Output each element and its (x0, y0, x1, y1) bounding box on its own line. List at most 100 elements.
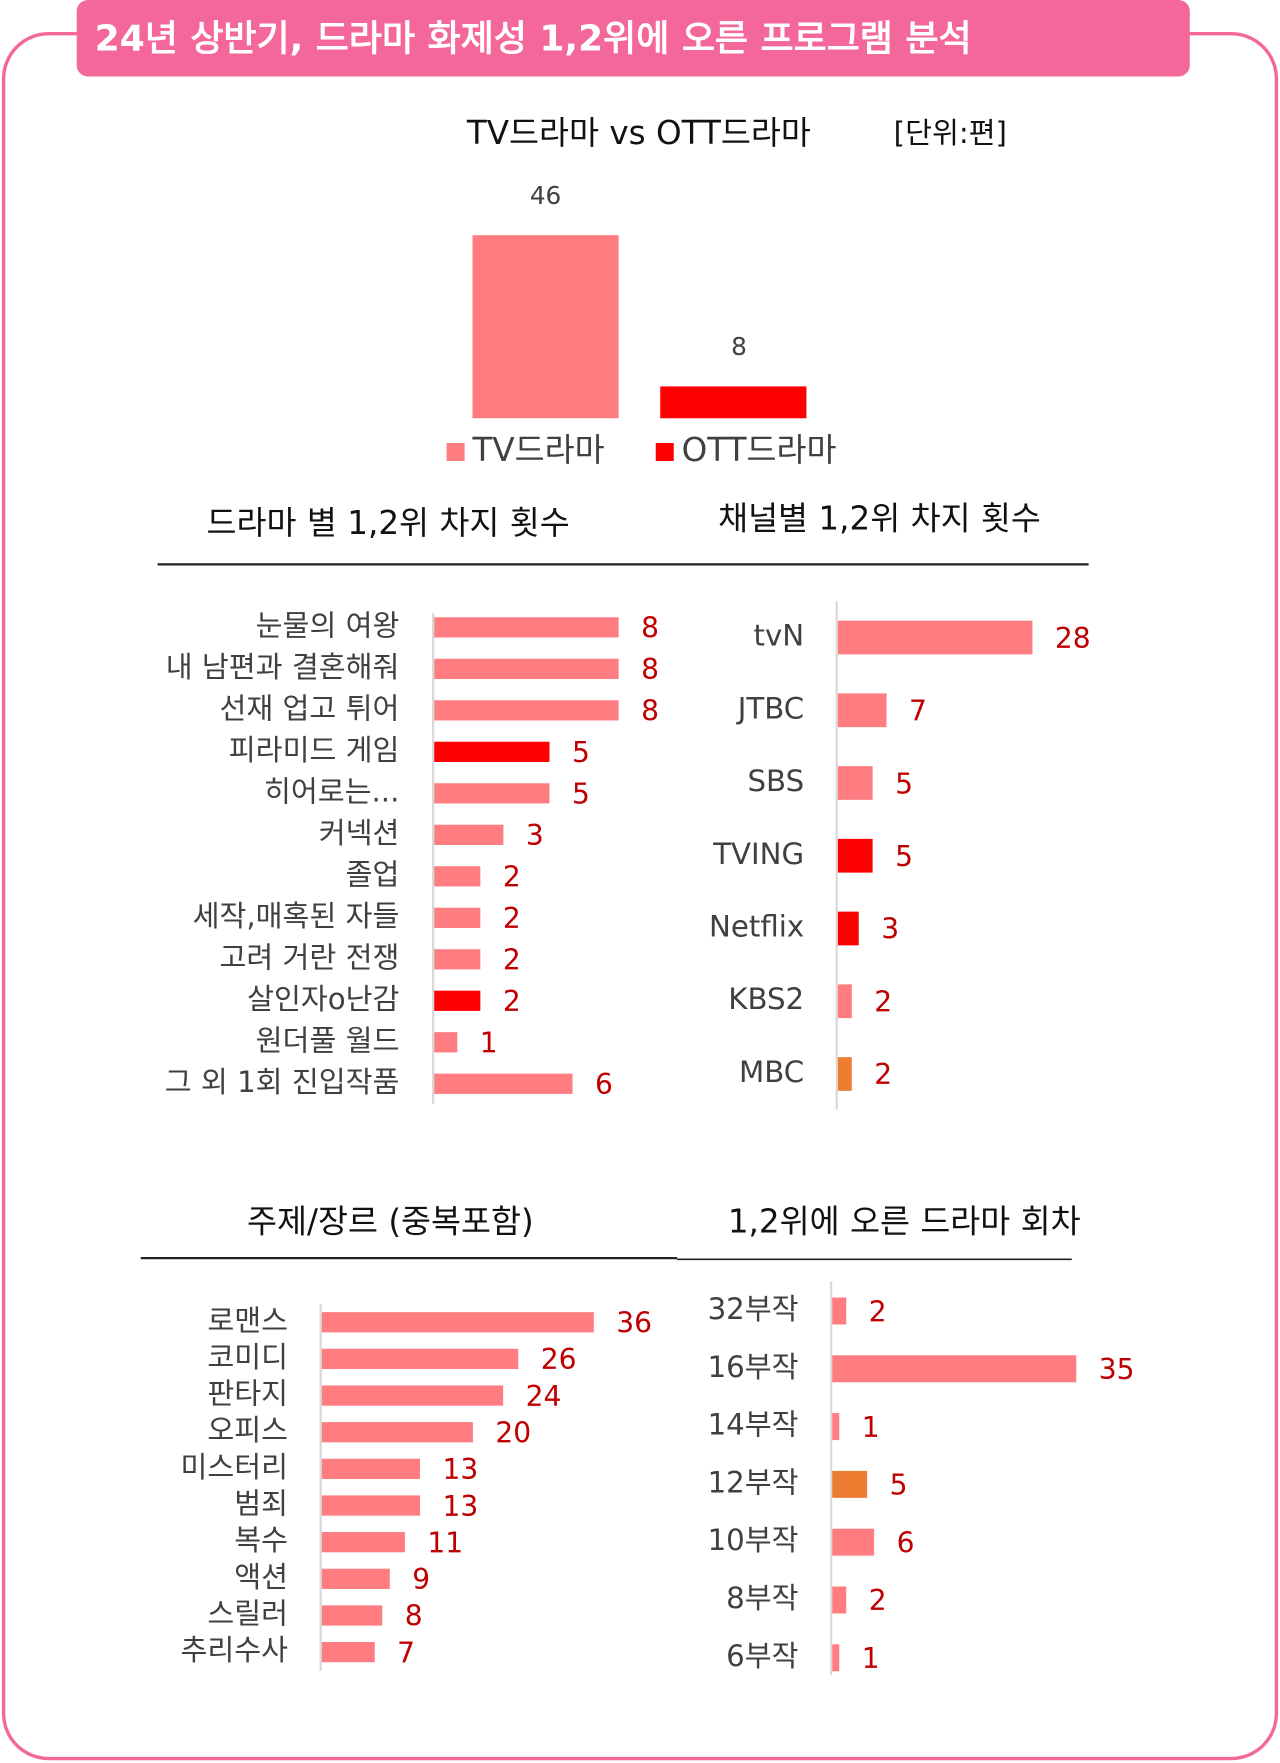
category-label: 고려 거란 전쟁 (220, 940, 400, 974)
bar (321, 1312, 594, 1333)
value-label: 6 (897, 1526, 915, 1559)
bar (434, 990, 481, 1011)
chart-title: 채널별 1,2위 차지 횟수 (718, 500, 1041, 538)
category-label: 미스터리 (181, 1450, 289, 1484)
category-label: KBS2 (728, 982, 804, 1016)
category-label: 오피스 (207, 1413, 288, 1447)
bar (434, 824, 504, 845)
category-label: tvN (754, 619, 805, 653)
unit-label: [단위:편] (894, 116, 1007, 150)
category-label: 살인자o난감 (247, 982, 399, 1016)
value-label: 1 (480, 1027, 498, 1060)
category-label: 10부작 (708, 1523, 799, 1557)
category-label: 복수 (234, 1523, 288, 1557)
bar (321, 1605, 383, 1626)
category-label: 코미디 (207, 1340, 288, 1374)
category-label: 추리수사 (181, 1633, 289, 1667)
value-label: 2 (874, 985, 892, 1018)
bar (832, 1470, 868, 1498)
bar (434, 617, 619, 638)
value-label: 8 (405, 1600, 423, 1633)
bar (434, 783, 550, 804)
value-label: 7 (397, 1636, 415, 1669)
value-label: 6 (595, 1068, 613, 1101)
value-label: 35 (1099, 1353, 1135, 1386)
category-label: 12부작 (708, 1465, 799, 1499)
value-label: 28 (1055, 622, 1091, 655)
value-label: 5 (572, 736, 590, 769)
value-label: 46 (530, 181, 561, 210)
bar (321, 1422, 473, 1443)
category-label: 로맨스 (207, 1303, 288, 1337)
bar (321, 1568, 390, 1589)
bar (434, 700, 619, 721)
frame (1, 32, 1279, 1761)
bar (434, 1032, 458, 1053)
value-label: 2 (869, 1295, 887, 1328)
bar (434, 741, 550, 762)
banner (76, 0, 1190, 77)
category-label: 졸업 (346, 857, 400, 891)
legend-label: OTT드라마 (682, 431, 837, 469)
bar (832, 1644, 840, 1672)
value-label: 13 (443, 1453, 479, 1486)
bar (434, 907, 481, 928)
value-label: 20 (495, 1416, 531, 1449)
category-label: 14부작 (708, 1408, 799, 1442)
value-label: 5 (895, 840, 913, 873)
value-label: 11 (427, 1526, 463, 1559)
bar (321, 1642, 375, 1663)
bar (434, 866, 481, 887)
category-label: 그 외 1회 진입작품 (165, 1065, 400, 1099)
bar (837, 766, 873, 800)
category-label: 판타지 (207, 1377, 288, 1411)
legend-swatch (655, 442, 674, 461)
category-label: 액션 (234, 1560, 288, 1594)
bar (832, 1528, 875, 1556)
category-label: 히어로는... (264, 774, 399, 808)
bar (321, 1458, 421, 1479)
category-label: JTBC (736, 691, 804, 725)
bar (434, 1073, 573, 1094)
value-label: 2 (503, 944, 521, 977)
value-label: 9 (412, 1563, 430, 1596)
bar (660, 386, 807, 419)
category-label: 선재 업고 튀어 (220, 691, 400, 725)
value-label: 8 (641, 612, 659, 645)
category-label: MBC (739, 1055, 804, 1089)
category-label: 원더풀 월드 (256, 1023, 400, 1057)
bar (321, 1385, 504, 1406)
bar (837, 911, 859, 946)
value-label: 8 (731, 332, 747, 361)
bar (321, 1495, 421, 1516)
category-label: 피라미드 게임 (229, 733, 400, 767)
category-label: Netflix (709, 909, 804, 943)
bar (832, 1413, 840, 1441)
category-label: 내 남편과 결혼해줘 (166, 650, 400, 684)
category-label: 16부작 (708, 1350, 799, 1384)
legend-label: TV드라마 (471, 431, 604, 469)
bar (837, 620, 1033, 655)
value-label: 5 (572, 778, 590, 811)
value-label: 8 (641, 695, 659, 728)
value-label: 1 (862, 1642, 880, 1675)
bar (321, 1348, 519, 1370)
page-title: 24년 상반기, 드라마 화제성 1,2위에 오른 프로그램 분석 (95, 18, 972, 59)
value-label: 2 (503, 861, 521, 894)
value-label: 5 (890, 1469, 908, 1502)
value-label: 8 (641, 653, 659, 686)
bar (832, 1586, 847, 1614)
bar (434, 658, 619, 680)
chart-title: 1,2위에 오른 드라마 회차 (728, 1202, 1081, 1240)
bar (321, 1532, 405, 1553)
chart-title: 주제/장르 (중복포함) (247, 1202, 534, 1240)
bar (837, 1057, 852, 1091)
value-label: 2 (869, 1584, 887, 1617)
value-label: 7 (909, 695, 927, 728)
bar (837, 693, 887, 728)
chart-title: TV드라마 vs OTT드라마 (466, 114, 811, 152)
value-label: 24 (526, 1380, 562, 1413)
category-label: 범죄 (234, 1487, 288, 1521)
